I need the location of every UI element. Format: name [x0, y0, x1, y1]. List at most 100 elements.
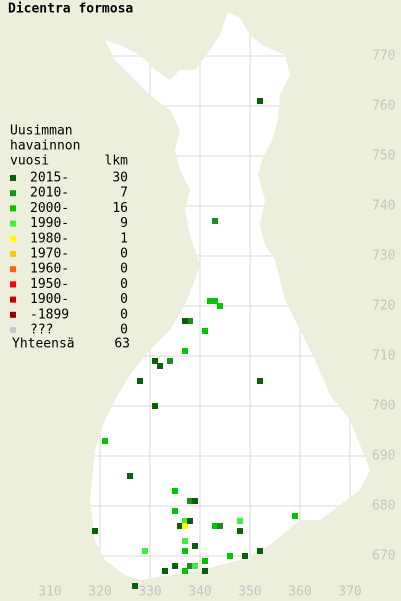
legend-label: 2010-	[30, 186, 69, 201]
observation-square	[182, 523, 188, 529]
observation-square	[142, 548, 148, 554]
legend-label: 2000-	[30, 201, 69, 216]
legend-count-header: lkm	[105, 154, 129, 169]
observation-square	[212, 298, 218, 304]
observation-square	[257, 98, 263, 104]
land	[90, 12, 370, 580]
observation-square	[172, 488, 178, 494]
x-tick-label: 360	[288, 585, 311, 600]
observation-square	[192, 498, 198, 504]
observation-square	[182, 518, 188, 524]
observation-square	[127, 473, 133, 479]
legend-label: -1899	[30, 307, 69, 322]
legend-swatch	[10, 266, 16, 273]
legend-header: vuosi	[10, 154, 49, 169]
legend-count: 0	[120, 247, 128, 262]
observation-square	[192, 563, 198, 569]
observation-square	[217, 303, 223, 309]
legend-count: 7	[120, 186, 128, 201]
legend-label: 1900-	[30, 292, 69, 307]
observation-square	[162, 568, 168, 574]
legend-count: 0	[120, 307, 128, 322]
observation-square	[227, 553, 233, 559]
legend: 2015- 30 2010- 7 2000- 16 1990- 9 1980- 1 1970- 0 19…	[10, 171, 128, 338]
x-tick-label: 370	[338, 585, 361, 600]
observation-square	[187, 563, 193, 569]
legend-swatch	[10, 311, 16, 318]
observation-square	[192, 543, 198, 549]
legend-label: 1960-	[30, 262, 69, 277]
x-tick-label: 320	[88, 585, 111, 600]
observation-square	[207, 298, 213, 304]
observation-square	[187, 498, 193, 504]
observation-square	[182, 538, 188, 544]
legend-label: 1970-	[30, 247, 69, 262]
x-tick-label: 310	[38, 585, 61, 600]
observation-square	[257, 378, 263, 384]
legend-swatch	[10, 175, 16, 181]
legend-count: 30	[112, 171, 128, 186]
observation-square	[187, 518, 193, 524]
legend-swatch	[10, 220, 16, 227]
observation-square	[182, 548, 188, 554]
observation-square	[217, 523, 223, 529]
observation-square	[92, 528, 98, 534]
legend-header: havainnon	[10, 139, 80, 154]
legend-label: 1980-	[30, 231, 69, 246]
y-tick-label: 690	[372, 449, 395, 464]
y-tick-label: 670	[372, 549, 395, 564]
observation-square	[292, 513, 298, 519]
y-tick-label: 700	[372, 399, 395, 414]
legend-count: 16	[112, 201, 128, 216]
observation-square	[137, 378, 143, 384]
legend-swatch	[10, 296, 16, 303]
legend-swatch	[10, 327, 16, 333]
legend-label: ???	[30, 323, 53, 338]
legend-header: Uusimman	[10, 124, 73, 139]
legend-count: 0	[120, 292, 128, 307]
legend-swatch	[10, 251, 16, 257]
legend-count: 9	[120, 216, 128, 231]
observation-square	[152, 403, 158, 409]
observation-square	[257, 548, 263, 554]
y-tick-label: 760	[372, 99, 395, 114]
observation-square	[182, 348, 188, 354]
legend-label: 1990-	[30, 216, 69, 231]
legend-swatch	[10, 235, 16, 242]
y-tick-label: 750	[372, 149, 395, 164]
observations	[92, 98, 298, 589]
legend-count: 0	[120, 323, 128, 338]
observation-square	[102, 438, 108, 444]
total: 63	[114, 337, 130, 352]
legend-label: 1950-	[30, 277, 69, 292]
observation-square	[182, 568, 188, 574]
observation-square	[237, 528, 243, 534]
legend-swatch	[10, 205, 16, 212]
observation-square	[172, 508, 178, 514]
x-tick-label: 340	[188, 585, 211, 600]
observation-square	[202, 558, 208, 564]
legend-count: 1	[120, 231, 128, 246]
y-tick-label: 730	[372, 249, 395, 264]
observation-square	[237, 518, 243, 524]
observation-square	[187, 318, 193, 324]
legend-count: 0	[120, 277, 128, 292]
y-tick-label: 710	[372, 349, 395, 364]
observation-square	[157, 363, 163, 369]
legend-swatch	[10, 281, 16, 288]
observation-square	[202, 568, 208, 574]
y-tick-label: 680	[372, 499, 395, 514]
y-tick-label: 770	[372, 49, 395, 64]
y-tick-label: 740	[372, 199, 395, 214]
legend-swatch	[10, 190, 16, 197]
observation-square	[177, 523, 183, 529]
legend-count: 0	[120, 262, 128, 277]
observation-square	[212, 523, 218, 529]
legend-label: 2015-	[30, 171, 69, 186]
observation-square	[212, 218, 218, 224]
observation-square	[242, 553, 248, 559]
observation-square	[182, 318, 188, 324]
total-label: Yhteensä	[12, 337, 75, 352]
